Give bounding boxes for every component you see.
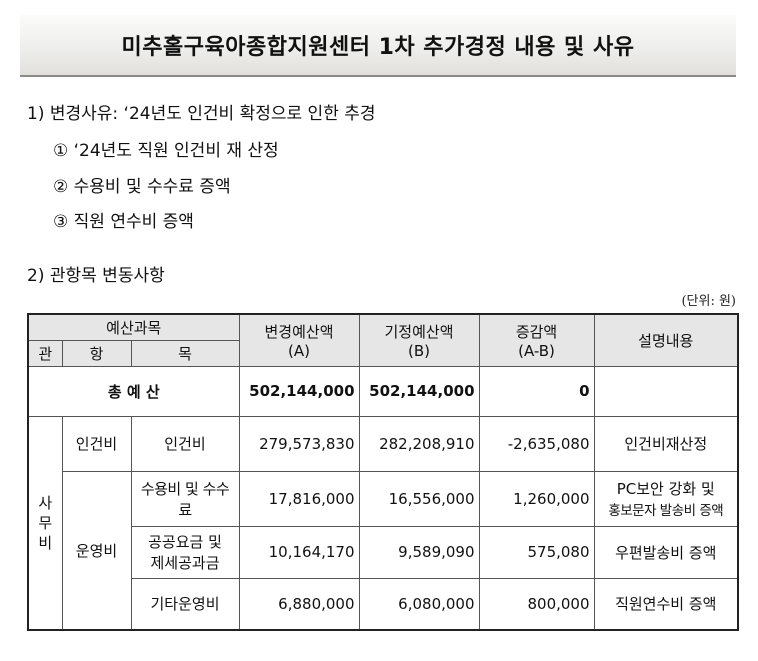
gwan-char-3: 비 — [38, 533, 53, 552]
header-changed-title: 변경예산액 — [264, 322, 334, 341]
unit-label: (단위: 원) — [681, 294, 736, 309]
reason-item-3: ③ 직원 연수비 증액 — [53, 212, 194, 232]
table-row: 공공요금 및 제세공과금 10,164,170 9,589,090 575,08… — [28, 525, 739, 579]
header-existing-sub: (B) — [408, 341, 431, 360]
mok-line-1: 공공요금 및 — [148, 533, 222, 551]
diff-cell: 1,260,000 — [478, 470, 595, 527]
hang-operation: 운영비 — [61, 470, 132, 631]
total-desc — [593, 365, 739, 417]
budget-change-table: 예산과목 변경예산액 (A) 기정예산액 (B) 증감액 (A-B) 설명내용 … — [27, 313, 740, 631]
header-gwan: 관 — [27, 339, 63, 367]
desc-cell: 우편발송비 증액 — [593, 525, 739, 579]
desc-cell: 직원연수비 증액 — [593, 577, 739, 631]
header-hang: 항 — [61, 339, 132, 367]
gwan-cell: 사 무 비 — [27, 415, 63, 631]
desc-cell: 인건비재산정 — [593, 415, 739, 472]
header-existing-budget: 기정예산액 (B) — [358, 313, 480, 367]
changed-cell: 6,880,000 — [238, 577, 360, 631]
table-row: 기타운영비 6,880,000 6,080,000 800,000 직원연수비 … — [28, 577, 739, 631]
header-row-1: 예산과목 변경예산액 (A) 기정예산액 (B) 증감액 (A-B) 설명내용 — [27, 313, 739, 367]
diff-cell: 800,000 — [478, 577, 595, 631]
hang-personnel: 인건비 — [61, 415, 132, 472]
header-existing-title: 기정예산액 — [384, 322, 454, 341]
gwan-char-1: 사 — [38, 493, 53, 512]
header-diff: 증감액 (A-B) — [478, 313, 595, 367]
existing-cell: 6,080,000 — [358, 577, 480, 631]
mok-cell: 수용비 및 수수료 — [130, 470, 240, 527]
existing-cell: 282,208,910 — [358, 415, 480, 472]
reason-item-2: ② 수용비 및 수수료 증액 — [53, 177, 231, 197]
changed-cell: 279,573,830 — [238, 415, 360, 472]
total-row: 총 예 산 502,144,000 502,144,000 0 — [27, 365, 739, 417]
changed-cell: 10,164,170 — [238, 525, 360, 579]
table-row: 사 무 비 인건비 인건비 279,573,830 282,208,910 -2… — [27, 415, 739, 631]
table-row: 운영비 수용비 및 수수료 17,816,000 16,556,000 1,26… — [28, 470, 739, 631]
header-mok: 목 — [130, 339, 240, 367]
mok-cell: 공공요금 및 제세공과금 — [130, 525, 240, 579]
diff-cell: -2,635,080 — [478, 415, 595, 472]
total-existing: 502,144,000 — [358, 365, 480, 417]
header-description: 설명내용 — [593, 313, 739, 367]
header-budget-category: 예산과목 — [27, 313, 240, 341]
header-row-2: 관 항 목 — [27, 339, 738, 367]
document-title-banner: 미추홀구육아종합지원센터 1차 추가경정 내용 및 사유 — [20, 15, 736, 77]
existing-cell: 9,589,090 — [358, 525, 480, 579]
desc-line-1: PC보안 강화 및 — [616, 480, 715, 498]
header-changed-sub: (A) — [288, 341, 310, 360]
mok-cell: 기타운영비 — [130, 577, 240, 631]
total-changed: 502,144,000 — [238, 365, 360, 417]
existing-cell: 16,556,000 — [358, 470, 480, 527]
gwan-char-2: 무 — [38, 513, 53, 532]
changed-cell: 17,816,000 — [238, 470, 360, 527]
diff-cell: 575,080 — [478, 525, 595, 579]
header-diff-title: 증감액 — [515, 322, 558, 341]
section1-heading: 1) 변경사유: ‘24년도 인건비 확정으로 인한 추경 — [27, 104, 376, 124]
reason-item-1: ① ‘24년도 직원 인건비 재 산정 — [53, 141, 279, 161]
header-diff-sub: (A-B) — [518, 341, 555, 360]
desc-cell: PC보안 강화 및 홍보문자 발송비 증액 — [593, 470, 739, 527]
document-title: 미추홀구육아종합지원센터 1차 추가경정 내용 및 사유 — [121, 35, 635, 60]
desc-line-2: 홍보문자 발송비 증액 — [608, 503, 724, 519]
mok-cell: 인건비 — [130, 415, 240, 472]
section2-heading: 2) 관항목 변동사항 — [27, 266, 165, 286]
total-label: 총 예 산 — [27, 365, 240, 417]
mok-line-2: 제세공과금 — [150, 554, 220, 572]
total-diff: 0 — [478, 365, 595, 417]
header-changed-budget: 변경예산액 (A) — [238, 313, 360, 367]
